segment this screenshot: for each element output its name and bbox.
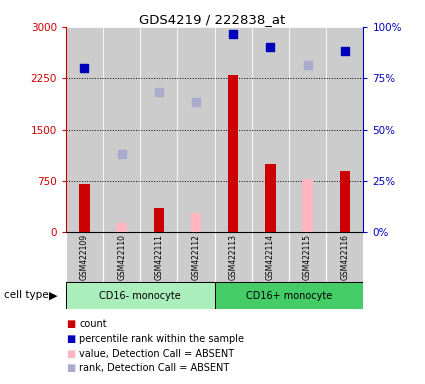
Bar bbox=[153, 209, 164, 232]
Bar bbox=[140, 232, 178, 282]
Bar bbox=[178, 27, 215, 232]
Text: ■: ■ bbox=[66, 363, 75, 373]
Bar bbox=[289, 232, 326, 282]
Text: ■: ■ bbox=[66, 334, 75, 344]
Bar bbox=[340, 170, 350, 232]
Text: rank, Detection Call = ABSENT: rank, Detection Call = ABSENT bbox=[79, 363, 230, 373]
Bar bbox=[103, 27, 140, 232]
Bar bbox=[103, 232, 140, 282]
Bar bbox=[215, 232, 252, 282]
Bar bbox=[116, 223, 127, 232]
Bar bbox=[265, 164, 275, 232]
Text: GSM422115: GSM422115 bbox=[303, 234, 312, 280]
Text: count: count bbox=[79, 319, 107, 329]
Text: GSM422116: GSM422116 bbox=[340, 234, 349, 280]
Text: percentile rank within the sample: percentile rank within the sample bbox=[79, 334, 244, 344]
Bar bbox=[140, 27, 178, 232]
Bar bbox=[289, 27, 326, 232]
Bar bbox=[326, 27, 363, 232]
Text: ■: ■ bbox=[66, 349, 75, 359]
Point bbox=[304, 61, 311, 68]
Point bbox=[267, 44, 274, 50]
Bar bbox=[215, 27, 252, 232]
Point bbox=[118, 151, 125, 157]
Text: CD16+ monocyte: CD16+ monocyte bbox=[246, 291, 332, 301]
Point bbox=[230, 31, 237, 37]
Bar bbox=[66, 232, 103, 282]
Text: GSM422109: GSM422109 bbox=[80, 234, 89, 280]
Text: value, Detection Call = ABSENT: value, Detection Call = ABSENT bbox=[79, 349, 235, 359]
Bar bbox=[66, 27, 103, 232]
Bar bbox=[252, 232, 289, 282]
Bar bbox=[191, 213, 201, 232]
Bar bbox=[326, 232, 363, 282]
Bar bbox=[302, 179, 313, 232]
Point bbox=[193, 99, 199, 105]
Text: GSM422110: GSM422110 bbox=[117, 234, 126, 280]
Bar bbox=[66, 282, 215, 309]
Text: ▶: ▶ bbox=[49, 290, 57, 300]
Text: CD16- monocyte: CD16- monocyte bbox=[99, 291, 181, 301]
Bar bbox=[215, 282, 363, 309]
Bar bbox=[228, 75, 238, 232]
Text: GSM422112: GSM422112 bbox=[192, 234, 201, 280]
Bar bbox=[79, 184, 90, 232]
Bar bbox=[178, 232, 215, 282]
Point bbox=[156, 89, 162, 95]
Text: GSM422111: GSM422111 bbox=[154, 234, 163, 280]
Bar bbox=[252, 27, 289, 232]
Text: GSM422113: GSM422113 bbox=[229, 234, 238, 280]
Text: ■: ■ bbox=[66, 319, 75, 329]
Text: cell type: cell type bbox=[4, 290, 49, 300]
Text: GDS4219 / 222838_at: GDS4219 / 222838_at bbox=[139, 13, 286, 26]
Text: GSM422114: GSM422114 bbox=[266, 234, 275, 280]
Point bbox=[81, 65, 88, 71]
Point bbox=[341, 48, 348, 54]
